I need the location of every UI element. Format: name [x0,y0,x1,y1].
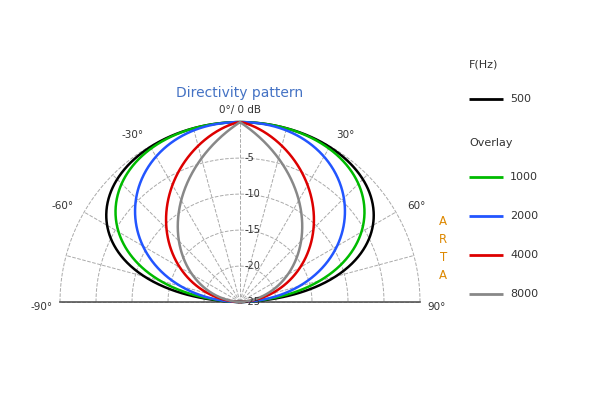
Text: -60°: -60° [51,201,73,211]
Text: 500: 500 [510,94,532,104]
Text: -5: -5 [245,153,254,163]
Text: 4000: 4000 [510,250,538,260]
Text: Overlay: Overlay [469,138,512,148]
Text: -20: -20 [245,261,260,271]
Text: Directivity pattern: Directivity pattern [176,86,304,100]
Text: F(Hz): F(Hz) [469,60,498,70]
Text: 60°: 60° [407,201,425,211]
Text: 8000: 8000 [510,289,538,299]
Text: 90°: 90° [427,302,446,312]
Text: -15: -15 [245,225,260,235]
Text: 1000: 1000 [510,172,538,182]
Text: 30°: 30° [336,130,355,140]
Text: 2000: 2000 [510,211,538,221]
Text: -10: -10 [245,189,260,199]
Text: 0°/ 0 dB: 0°/ 0 dB [219,105,261,115]
Text: -90°: -90° [31,302,53,312]
Text: -25: -25 [245,297,260,307]
Text: A
R
T
A: A R T A [439,214,448,282]
Text: -30°: -30° [122,130,144,140]
